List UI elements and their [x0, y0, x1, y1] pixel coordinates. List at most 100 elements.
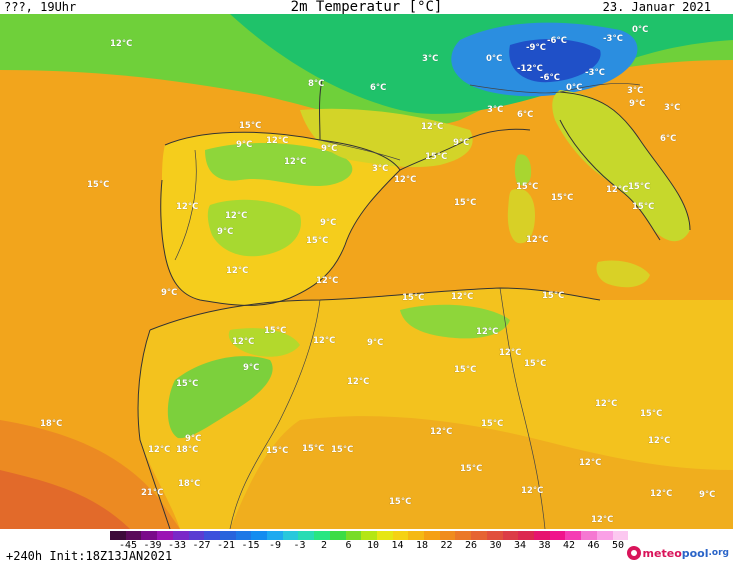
temperature-label: -6°C [547, 36, 567, 46]
scale-tick-label: 14 [391, 540, 404, 551]
coastline-north-africa [149, 287, 601, 331]
temperature-map[interactable]: 12°C8°C 6°C3°C0°C-6°C -3°C-9°C-12°C-6°C -3°… [0, 14, 733, 529]
warm-sahara [230, 416, 733, 529]
temperature-label: 15°C [632, 202, 654, 212]
temperature-label: 12°C [476, 327, 498, 337]
scale-swatch [235, 531, 252, 540]
temperature-label: 3°C [487, 105, 503, 115]
scale-swatch [329, 531, 346, 540]
scale-swatch [298, 531, 315, 540]
meteopool-logo[interactable]: meteo pool .org [626, 546, 729, 560]
coastline-italy [559, 91, 691, 241]
scale-swatch [267, 531, 283, 540]
temperature-label: -3°C [585, 68, 605, 78]
scale-swatch [596, 531, 613, 540]
coastline-france [319, 79, 531, 171]
cool-iberia-meseta [205, 143, 353, 187]
temperature-label: 15°C [302, 444, 324, 454]
scale-swatch [471, 531, 487, 540]
temperature-label: 15°C [176, 379, 198, 389]
run-label: ???, 19Uhr [4, 0, 77, 14]
temperature-label: -3°C [603, 34, 623, 44]
color-scale-bar [110, 531, 629, 540]
scale-swatch [110, 531, 126, 540]
temperature-label: 3°C [372, 164, 388, 174]
temperature-label: 15°C [402, 293, 424, 303]
temperature-label: 15°C [542, 291, 564, 301]
temperature-label: 12°C [606, 185, 628, 195]
temperature-label: 12°C [499, 348, 521, 358]
border-france-spain [319, 139, 401, 161]
coastline-iberia [160, 131, 401, 306]
border-morocco-algeria [229, 299, 321, 529]
scale-tick-label: -15 [241, 540, 260, 551]
temperature-label: 12°C [430, 427, 452, 437]
scale-swatch [565, 531, 582, 540]
scale-tick-label: 46 [587, 540, 600, 551]
temperature-label: 15°C [628, 182, 650, 192]
scale-swatch [361, 531, 377, 540]
temperature-label: 12°C [225, 211, 247, 221]
scale-tick-label: -27 [192, 540, 211, 551]
temperature-label: 9°C [243, 363, 259, 373]
temperature-label: 9°C [236, 140, 252, 150]
temperature-label: 21°C [141, 488, 163, 498]
border-algeria-tunisia [499, 287, 546, 529]
temperature-label: 15°C [454, 198, 476, 208]
temperature-label: 12°C [176, 202, 198, 212]
scale-tick-label: 2 [320, 540, 328, 551]
temperature-label: 3°C [627, 86, 643, 96]
scale-tick-label: 22 [440, 540, 453, 551]
scale-tick-label: -9 [268, 540, 282, 551]
temperature-label: 15°C [516, 182, 538, 192]
temperature-label: 6°C [660, 134, 676, 144]
temperature-label: 15°C [331, 445, 353, 455]
cool-atlas-algeria [400, 304, 510, 339]
temperature-label: 12°C [521, 486, 543, 496]
logo-text-meteo: meteo [642, 546, 682, 560]
forecast-info: +240h Init:18Z13JAN2021 [6, 549, 172, 563]
scale-swatch [314, 531, 330, 540]
temperature-label: 12°C [148, 445, 170, 455]
hot-zone-canary [0, 470, 130, 529]
temperature-label: 15°C [87, 180, 109, 190]
temperature-label: 12°C [313, 336, 335, 346]
logo-icon [626, 546, 641, 560]
temperature-label: 6°C [370, 83, 386, 93]
scale-swatch [376, 531, 393, 540]
land-sicily [596, 260, 650, 288]
temperature-label: 15°C [239, 121, 261, 131]
temperature-label: 0°C [632, 25, 648, 35]
scale-swatch [455, 531, 472, 540]
scale-swatch [157, 531, 173, 540]
scale-tick-label: 42 [562, 540, 576, 551]
temperature-label: -12°C [517, 64, 543, 74]
forecast-hour: +240h [6, 549, 43, 563]
init-time: Init:18Z13JAN2021 [49, 549, 173, 563]
logo-text-org: .org [708, 548, 729, 558]
scale-swatch [125, 531, 142, 540]
scale-tick-label: 50 [611, 540, 625, 551]
temperature-label: 9°C [321, 144, 337, 154]
scale-swatch [141, 531, 158, 540]
temperature-label: 12°C [650, 489, 672, 499]
temperature-label: 3°C [422, 54, 438, 64]
scale-tick-label: 6 [345, 540, 352, 551]
scale-tick-label: 30 [489, 540, 502, 551]
temperature-label: 9°C [185, 434, 201, 444]
temperature-label: 18°C [176, 445, 198, 455]
temperature-label: 12°C [421, 122, 443, 132]
temperature-label: 12°C [284, 157, 306, 167]
map-title: 2m Temperatur [°C] [290, 0, 443, 15]
scale-tick-label: -3 [293, 540, 306, 551]
scale-swatch [533, 531, 550, 540]
cool-atlas-morocco [167, 356, 273, 439]
scale-tick-label: 34 [513, 540, 527, 551]
temperature-label: 12°C [226, 266, 248, 276]
scale-swatch [408, 531, 425, 540]
temperature-label: -6°C [540, 73, 560, 83]
scale-swatch [172, 531, 189, 540]
temperature-label: 0°C [566, 83, 582, 93]
color-scale-panel: -45 -39 -33 -27 -21 -15 -9 -3 2 6 10 14 18 22 26 30 34 38… [0, 529, 733, 566]
